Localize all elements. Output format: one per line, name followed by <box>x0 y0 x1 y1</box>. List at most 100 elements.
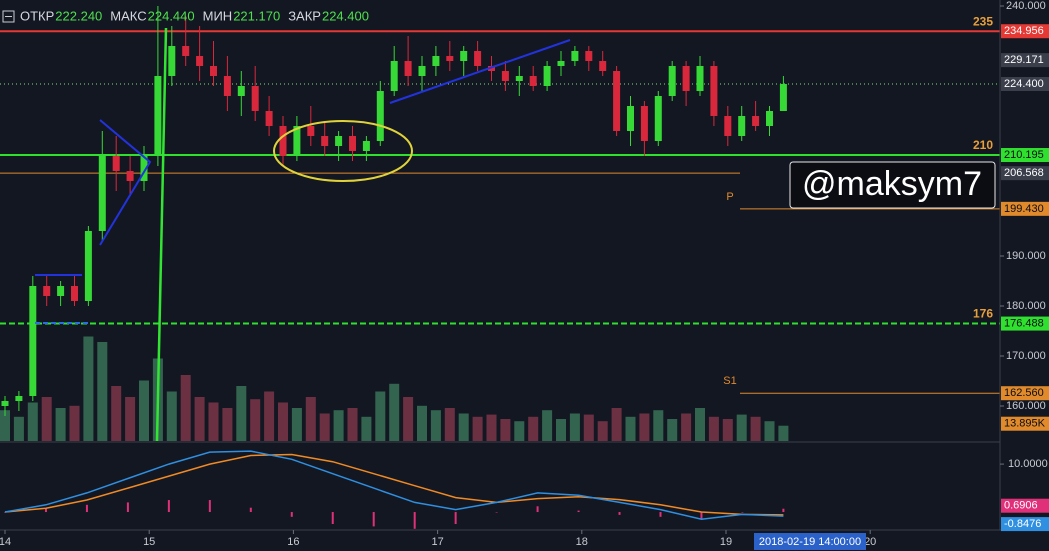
candle-body <box>349 136 356 151</box>
volume-bar <box>472 416 483 441</box>
histogram-bar <box>618 512 621 515</box>
price-tag: 176.488 <box>1004 317 1044 329</box>
candle-body <box>446 56 454 61</box>
x-tick-label: 16 <box>287 536 299 548</box>
volume-bar <box>403 397 414 441</box>
candle-body <box>126 171 134 181</box>
volume-bar <box>500 419 511 441</box>
candle-body <box>752 116 760 126</box>
macd-tag-bg <box>1001 517 1049 532</box>
histogram-bar <box>372 512 375 527</box>
candle-body <box>571 51 579 61</box>
candle-body <box>654 96 662 141</box>
trendline <box>389 39 571 104</box>
volume-bar <box>486 414 497 441</box>
price-axis: 240.000 190.000 180.000 170.000 160.000 234.9… <box>1000 0 1049 532</box>
cursor-time-box <box>754 533 866 550</box>
candle-body <box>15 396 23 401</box>
header-value: 224.440 <box>148 8 195 23</box>
volume-tag-bg <box>1001 416 1049 431</box>
candle-body <box>738 116 746 136</box>
volume-bar <box>333 410 344 441</box>
volume-tag: 13.895K <box>1004 418 1046 430</box>
volume-bar <box>194 397 205 441</box>
x-tick-label: 17 <box>431 536 443 548</box>
volume-bar <box>41 397 52 441</box>
watermark-frame <box>789 161 996 209</box>
candle-body <box>265 111 273 126</box>
level-label: 176 <box>973 307 993 321</box>
candle-body <box>501 71 509 81</box>
candle-body <box>237 86 245 96</box>
header-label: МАКС <box>110 8 146 23</box>
histogram-bar <box>44 508 47 513</box>
candle-body <box>696 66 704 91</box>
candle-body <box>293 126 301 156</box>
level-label: P <box>726 191 733 203</box>
volume-bar <box>347 408 358 441</box>
price-tag-bg <box>1001 386 1049 401</box>
volume-bar <box>542 410 553 441</box>
x-tick-label: 20 <box>864 536 876 548</box>
candle-body <box>418 66 426 76</box>
candle-body <box>585 51 593 61</box>
volume-bar <box>514 421 525 441</box>
volume-bar <box>681 413 692 441</box>
volume-bar <box>55 408 66 441</box>
candle-body <box>766 111 773 126</box>
volume-bar <box>180 375 191 441</box>
histogram-bar <box>659 512 662 517</box>
candle-body <box>223 76 231 96</box>
candle-body <box>640 106 648 141</box>
candle-body <box>112 156 120 171</box>
volume-bar <box>375 391 386 441</box>
price-tag-bg <box>1001 316 1049 331</box>
candle-body <box>98 156 106 231</box>
price-tag-bg <box>1001 77 1049 91</box>
histogram-bar <box>249 507 252 513</box>
candle-body <box>279 126 287 156</box>
price-tag-bg <box>1001 201 1049 216</box>
candle-body <box>627 106 634 131</box>
price-tag-bg <box>1001 53 1049 68</box>
level-label: 235 <box>973 14 993 28</box>
volume-bar <box>653 410 664 441</box>
volume-bar <box>0 410 10 441</box>
macd-tag: 0.6906 <box>1004 500 1038 512</box>
volume-bar <box>83 336 94 441</box>
volume-bar <box>667 419 678 441</box>
candle-body <box>182 46 190 56</box>
volume-bar <box>722 419 733 441</box>
cursor-time: 2018-02-19 14:00:00 <box>759 536 861 548</box>
macd-tag: -0.8476 <box>1004 518 1041 530</box>
candle-body <box>390 61 398 91</box>
histogram-bar <box>85 504 88 513</box>
candle-body <box>432 56 440 66</box>
volume-bar <box>166 391 177 441</box>
header-label: ОТКР <box>20 8 54 23</box>
y-tick-label: 190.000 <box>1006 250 1046 262</box>
histogram-bar <box>413 512 416 529</box>
candle-body <box>515 76 523 81</box>
volume-bar <box>458 413 469 441</box>
volume-bar <box>97 342 108 441</box>
header-value: 222.240 <box>55 8 102 23</box>
candle-body <box>140 156 148 181</box>
y-tick-label: 180.000 <box>1006 300 1046 312</box>
volume-bar <box>111 386 122 441</box>
macd-line <box>4 450 784 520</box>
x-tick-label: 19 <box>720 536 732 548</box>
volume-bar <box>278 402 288 441</box>
volume-bar <box>264 391 275 441</box>
price-tag-bg <box>1001 24 1049 39</box>
volume-bar <box>222 408 233 441</box>
volume-bar <box>708 416 719 441</box>
volume-bar <box>13 416 24 441</box>
price-tag-bg <box>1001 166 1049 181</box>
candle-body <box>251 86 259 111</box>
candle-body <box>43 286 51 296</box>
candle-body <box>404 61 412 76</box>
candle-body <box>613 71 621 131</box>
annotations <box>35 27 571 442</box>
